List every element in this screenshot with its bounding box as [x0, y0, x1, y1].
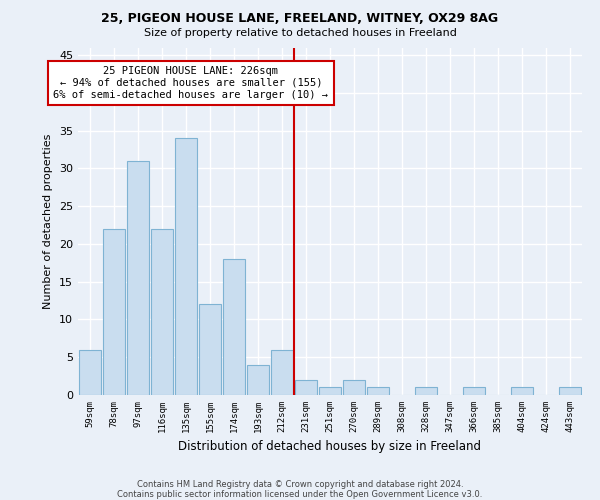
X-axis label: Distribution of detached houses by size in Freeland: Distribution of detached houses by size …	[179, 440, 482, 454]
Bar	[151, 229, 173, 395]
Bar	[415, 388, 437, 395]
Bar	[79, 350, 101, 395]
Bar	[319, 388, 341, 395]
Bar	[271, 350, 293, 395]
Text: Contains HM Land Registry data © Crown copyright and database right 2024.: Contains HM Land Registry data © Crown c…	[137, 480, 463, 489]
Text: 25, PIGEON HOUSE LANE, FREELAND, WITNEY, OX29 8AG: 25, PIGEON HOUSE LANE, FREELAND, WITNEY,…	[101, 12, 499, 26]
Bar	[175, 138, 197, 395]
Bar	[367, 388, 389, 395]
Bar	[199, 304, 221, 395]
Text: Size of property relative to detached houses in Freeland: Size of property relative to detached ho…	[143, 28, 457, 38]
Bar	[343, 380, 365, 395]
Bar	[559, 388, 581, 395]
Bar	[463, 388, 485, 395]
Bar	[295, 380, 317, 395]
Bar	[223, 259, 245, 395]
Bar	[247, 365, 269, 395]
Y-axis label: Number of detached properties: Number of detached properties	[43, 134, 53, 309]
Text: Contains public sector information licensed under the Open Government Licence v3: Contains public sector information licen…	[118, 490, 482, 499]
Text: 25 PIGEON HOUSE LANE: 226sqm
← 94% of detached houses are smaller (155)
6% of se: 25 PIGEON HOUSE LANE: 226sqm ← 94% of de…	[53, 66, 328, 100]
Bar	[511, 388, 533, 395]
Bar	[127, 161, 149, 395]
Bar	[103, 229, 125, 395]
